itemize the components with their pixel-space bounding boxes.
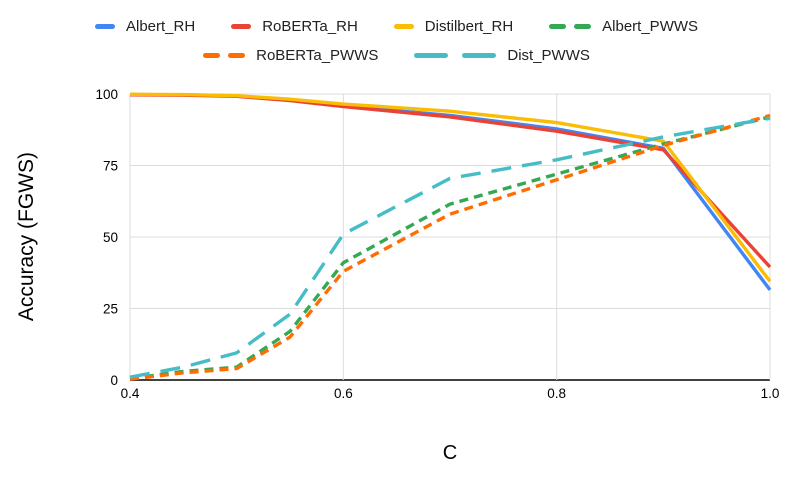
legend-swatch-dash [574, 24, 592, 29]
legend-item-Dist_PWWS: Dist_PWWS [414, 47, 590, 64]
legend-row: Albert_RH RoBERTa_RH Distilbert_RH Albert_P… [94, 18, 698, 35]
y-tick-label: 50 [103, 230, 118, 245]
legend-row: RoBERTa_PWWS Dist_PWWS [203, 47, 590, 64]
series-line-Dist_PWWS [129, 116, 771, 379]
y-tick-label: 0 [110, 373, 118, 388]
legend-label: Albert_RH [125, 18, 196, 35]
legend-label: Dist_PWWS [507, 47, 590, 64]
legend-swatch-dash [549, 24, 567, 29]
legend-swatch-icon [549, 24, 592, 29]
x-axis-title: C [442, 442, 458, 464]
series-line-Albert_PWWS [129, 115, 771, 381]
legend-label: Albert_PWWS [602, 18, 699, 35]
series-line-Albert_RH [129, 92, 772, 291]
legend-swatch-dash [393, 24, 414, 29]
y-tick-label: 25 [103, 302, 118, 317]
x-tick-label: 1.0 [761, 386, 780, 401]
chart-legend: Albert_RH RoBERTa_RH Distilbert_RH Albert_P… [0, 18, 793, 64]
legend-swatch-icon [203, 53, 246, 58]
y-tick-label: 100 [95, 87, 118, 102]
x-tick-label: 0.4 [121, 386, 140, 401]
series-line-RoBERTa_RH [129, 93, 772, 269]
legend-item-RoBERTa_RH: RoBERTa_RH [231, 18, 358, 35]
legend-swatch-dash [203, 53, 221, 58]
legend-swatch-dash [462, 53, 497, 58]
legend-item-Albert_PWWS: Albert_PWWS [549, 18, 698, 35]
legend-item-Distilbert_RH: Distilbert_RH [393, 18, 514, 35]
x-tick-label: 0.6 [334, 386, 353, 401]
legend-swatch-dash [414, 53, 449, 58]
legend-item-RoBERTa_PWWS: RoBERTa_PWWS [203, 47, 378, 64]
y-tick-label: 75 [103, 159, 118, 174]
legend-label: RoBERTa_PWWS [256, 47, 379, 64]
legend-swatch-dash [94, 24, 115, 29]
legend-label: RoBERTa_RH [262, 18, 358, 35]
series-line-Distilbert_RH [129, 92, 772, 283]
legend-label: Distilbert_RH [424, 18, 514, 35]
legend-swatch-dash [228, 53, 246, 58]
series-line-RoBERTa_PWWS [129, 113, 771, 381]
legend-swatch-icon [393, 24, 414, 29]
legend-swatch-icon [414, 53, 497, 58]
legend-item-Albert_RH: Albert_RH [94, 18, 196, 35]
x-tick-label: 0.8 [547, 386, 566, 401]
legend-swatch-icon [94, 24, 115, 29]
legend-swatch-icon [231, 24, 252, 29]
legend-swatch-dash [231, 24, 252, 29]
